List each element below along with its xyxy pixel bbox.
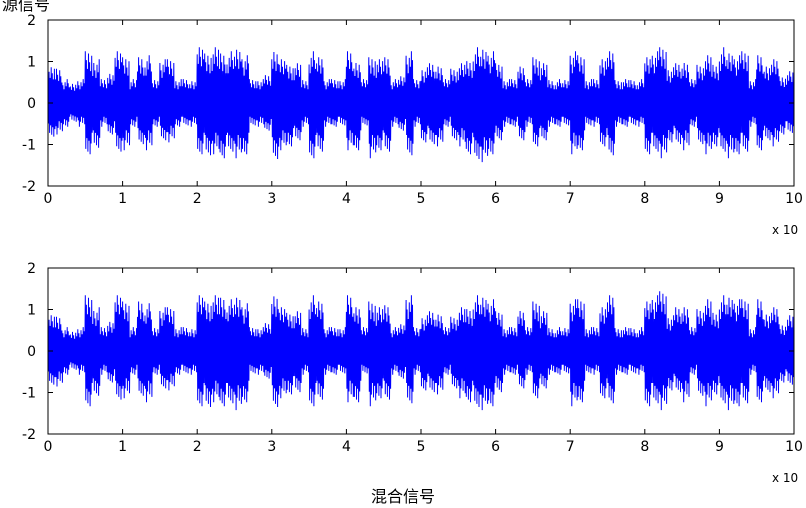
x-tick-label: 2 [193,439,202,455]
x-tick-label: 5 [417,191,426,207]
top-title: 源信号 [2,0,51,14]
x-tick-label: 10 [785,191,803,207]
x-tick-label: 7 [566,191,575,207]
x-tick-label: 3 [267,191,276,207]
y-tick-label: -2 [22,179,36,195]
x-tick-label: 9 [715,439,724,455]
y-tick-label: 2 [27,13,36,29]
x-tick-label: 8 [640,439,649,455]
x-scale-label: x 10 [772,471,798,485]
x-tick-label: 6 [491,439,500,455]
x-tick-label: 8 [640,191,649,207]
y-tick-label: -2 [22,427,36,443]
x-tick-label: 3 [267,439,276,455]
y-tick-label: 1 [27,55,36,71]
x-tick-label: 0 [44,439,53,455]
x-tick-label: 4 [342,439,351,455]
x-tick-label: 0 [44,191,53,207]
x-tick-label: 7 [566,439,575,455]
x-tick-label: 4 [342,191,351,207]
y-tick-label: 2 [27,261,36,277]
x-tick-label: 6 [491,191,500,207]
y-tick-label: -1 [22,138,36,154]
x-scale-label: x 10 [772,223,798,237]
x-tick-label: 9 [715,191,724,207]
y-tick-label: 1 [27,303,36,319]
y-tick-label: 0 [27,96,36,112]
x-tick-label: 5 [417,439,426,455]
figure-caption: 混合信号 [370,487,435,506]
signal-series-0-0 [47,47,794,163]
x-tick-label: 1 [118,191,127,207]
x-tick-label: 1 [118,439,127,455]
y-tick-label: 0 [27,344,36,360]
x-tick-label: 2 [193,191,202,207]
x-tick-label: 10 [785,439,803,455]
y-tick-label: -1 [22,386,36,402]
signal-series-1-0 [47,291,794,411]
